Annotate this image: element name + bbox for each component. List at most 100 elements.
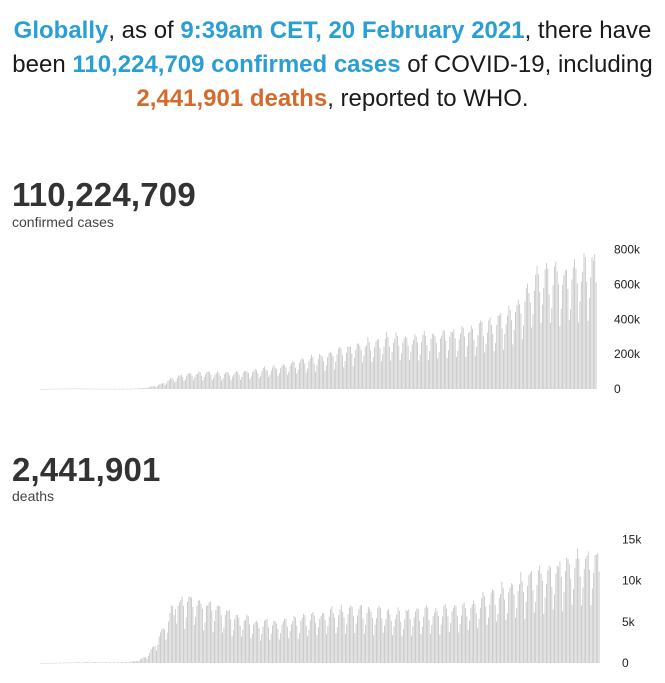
bar bbox=[535, 602, 537, 663]
bar bbox=[110, 662, 112, 664]
bar bbox=[176, 378, 178, 389]
bar bbox=[91, 388, 92, 390]
bar bbox=[513, 330, 515, 389]
bar bbox=[382, 632, 384, 663]
bar bbox=[139, 388, 141, 389]
bar bbox=[191, 375, 193, 389]
bar bbox=[556, 565, 558, 663]
bar bbox=[528, 293, 530, 389]
bar bbox=[366, 612, 368, 663]
bar bbox=[400, 621, 402, 663]
bar bbox=[365, 624, 367, 663]
bar bbox=[453, 329, 455, 389]
bar bbox=[84, 388, 86, 390]
bar bbox=[66, 388, 68, 390]
bar bbox=[198, 371, 200, 389]
bar bbox=[449, 336, 451, 389]
bar bbox=[588, 297, 590, 389]
bar bbox=[89, 388, 91, 390]
bar bbox=[295, 617, 296, 663]
bar bbox=[488, 617, 489, 663]
bar bbox=[129, 662, 130, 663]
bar bbox=[46, 662, 48, 664]
bar bbox=[297, 638, 299, 663]
bar bbox=[78, 388, 80, 390]
bar bbox=[142, 388, 143, 389]
bar bbox=[537, 274, 539, 389]
bar bbox=[578, 558, 580, 663]
bar bbox=[295, 367, 296, 389]
bar bbox=[390, 360, 392, 389]
bar bbox=[149, 652, 151, 663]
bar bbox=[218, 373, 220, 389]
bar bbox=[492, 333, 494, 389]
bar bbox=[158, 636, 160, 663]
bar bbox=[249, 379, 251, 389]
bar bbox=[436, 611, 438, 663]
bar bbox=[98, 662, 99, 663]
bar bbox=[276, 368, 278, 389]
bar bbox=[405, 336, 406, 389]
bar bbox=[443, 330, 445, 389]
bar bbox=[235, 614, 237, 663]
bar bbox=[165, 639, 167, 663]
bar bbox=[125, 662, 126, 663]
y-tick-label: 5k bbox=[622, 615, 636, 629]
bar bbox=[152, 647, 153, 663]
bar bbox=[155, 386, 157, 389]
bar bbox=[48, 662, 49, 664]
bar bbox=[75, 662, 76, 663]
bar bbox=[265, 369, 267, 389]
bar bbox=[313, 363, 315, 389]
bar bbox=[503, 349, 504, 389]
bar bbox=[408, 609, 410, 663]
bar bbox=[474, 355, 476, 389]
bar bbox=[564, 571, 566, 663]
bar bbox=[495, 343, 496, 389]
bar bbox=[241, 636, 242, 663]
bar bbox=[424, 607, 426, 663]
bar bbox=[222, 378, 224, 389]
bar bbox=[115, 662, 117, 663]
bar bbox=[500, 594, 501, 663]
bar bbox=[512, 344, 514, 389]
bar bbox=[317, 359, 319, 389]
bar bbox=[61, 662, 63, 664]
bar bbox=[562, 284, 563, 389]
bar bbox=[471, 604, 473, 663]
bar bbox=[293, 361, 295, 389]
bar bbox=[145, 657, 147, 663]
y-tick-label: 15k bbox=[622, 533, 642, 547]
bar bbox=[571, 604, 573, 663]
bar bbox=[452, 607, 454, 663]
bar bbox=[406, 337, 408, 389]
bar bbox=[161, 629, 163, 663]
bar bbox=[346, 624, 348, 663]
bar bbox=[354, 357, 355, 389]
bar bbox=[284, 618, 286, 663]
bar bbox=[223, 374, 225, 389]
bar bbox=[594, 555, 596, 663]
bar bbox=[141, 658, 143, 663]
headline-globally: Globally bbox=[13, 17, 109, 44]
bar bbox=[69, 388, 71, 390]
bar bbox=[168, 621, 170, 663]
bar bbox=[92, 388, 94, 390]
bar bbox=[131, 388, 133, 390]
bar bbox=[448, 631, 450, 663]
bar bbox=[281, 365, 283, 389]
bar bbox=[446, 357, 448, 389]
bar bbox=[249, 624, 250, 663]
bar bbox=[44, 388, 45, 390]
bar bbox=[531, 570, 533, 663]
bar bbox=[363, 633, 365, 663]
bar bbox=[228, 609, 230, 663]
bar bbox=[560, 308, 562, 389]
bar bbox=[70, 388, 72, 390]
bar bbox=[551, 586, 553, 663]
bar bbox=[407, 345, 409, 389]
bar bbox=[568, 564, 570, 663]
bar bbox=[378, 339, 380, 389]
bar bbox=[388, 346, 390, 389]
bar bbox=[270, 633, 272, 663]
